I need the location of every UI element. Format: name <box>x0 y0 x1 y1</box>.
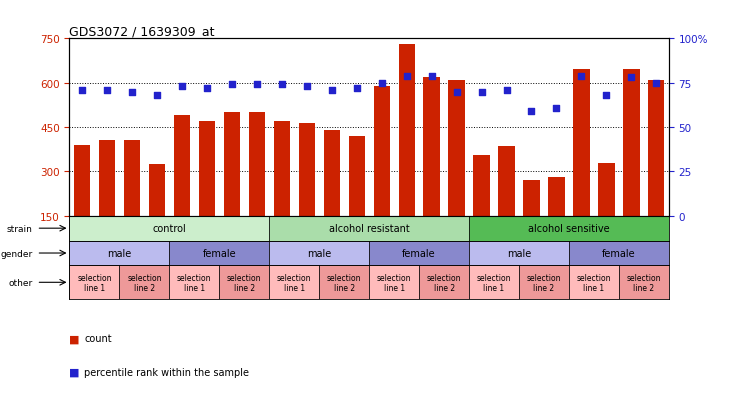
Point <box>376 80 387 87</box>
Point <box>76 87 88 94</box>
Text: female: female <box>402 248 436 259</box>
Point <box>626 75 637 81</box>
Bar <box>369 241 469 266</box>
Bar <box>319 266 369 299</box>
Point <box>651 80 662 87</box>
Text: percentile rank within the sample: percentile rank within the sample <box>84 367 249 377</box>
Bar <box>219 266 269 299</box>
Text: selection
line 2: selection line 2 <box>626 273 661 292</box>
Bar <box>598 163 615 261</box>
Text: gender: gender <box>0 249 32 258</box>
Point <box>501 87 512 94</box>
Bar <box>324 131 340 261</box>
Text: female: female <box>602 248 636 259</box>
Text: other: other <box>8 278 32 287</box>
Bar <box>374 86 390 261</box>
Point <box>601 93 613 99</box>
Bar <box>269 216 469 241</box>
Text: selection
line 2: selection line 2 <box>427 273 461 292</box>
Text: selection
line 2: selection line 2 <box>527 273 561 292</box>
Text: control: control <box>153 223 186 234</box>
Point <box>326 87 338 94</box>
Text: ■: ■ <box>69 334 80 344</box>
Bar <box>569 241 669 266</box>
Bar <box>448 81 465 261</box>
Point <box>251 82 262 88</box>
Point <box>276 82 287 88</box>
Bar <box>423 78 440 261</box>
Bar <box>573 70 590 261</box>
Bar <box>569 266 619 299</box>
Bar <box>249 113 265 261</box>
Bar <box>99 141 115 261</box>
Bar <box>619 266 669 299</box>
Text: selection
line 1: selection line 1 <box>277 273 311 292</box>
Bar <box>349 137 365 261</box>
Text: selection
line 1: selection line 1 <box>477 273 511 292</box>
Bar <box>148 165 165 261</box>
Point <box>151 93 163 99</box>
Point <box>550 105 562 112</box>
Bar <box>273 122 290 261</box>
Bar <box>69 266 119 299</box>
Point <box>451 89 463 96</box>
Text: male: male <box>507 248 531 259</box>
Bar <box>170 241 269 266</box>
Text: selection
line 1: selection line 1 <box>377 273 412 292</box>
Bar <box>499 147 515 261</box>
Text: male: male <box>307 248 331 259</box>
Bar <box>624 70 640 261</box>
Bar <box>269 266 319 299</box>
Bar <box>469 266 519 299</box>
Bar <box>398 45 414 261</box>
Point <box>476 89 488 96</box>
Text: ■: ■ <box>69 367 80 377</box>
Text: count: count <box>84 334 112 344</box>
Point <box>425 73 437 80</box>
Point <box>201 85 213 92</box>
Bar <box>269 241 369 266</box>
Point <box>575 73 587 80</box>
Point <box>351 85 363 92</box>
Bar <box>519 266 569 299</box>
Bar <box>224 113 240 261</box>
Text: GDS3072 / 1639309_at: GDS3072 / 1639309_at <box>69 25 215 38</box>
Point <box>101 87 113 94</box>
Point <box>526 109 537 115</box>
Bar <box>124 141 140 261</box>
Point <box>126 89 137 96</box>
Bar <box>419 266 469 299</box>
Text: selection
line 2: selection line 2 <box>127 273 162 292</box>
Bar <box>119 266 170 299</box>
Bar <box>523 181 539 261</box>
Text: selection
line 2: selection line 2 <box>227 273 262 292</box>
Text: alcohol resistant: alcohol resistant <box>329 223 409 234</box>
Bar <box>548 178 564 261</box>
Bar <box>469 216 669 241</box>
Bar <box>298 123 315 261</box>
Text: alcohol sensitive: alcohol sensitive <box>529 223 610 234</box>
Point <box>301 84 313 90</box>
Point <box>226 82 238 88</box>
Bar <box>170 266 219 299</box>
Text: selection
line 1: selection line 1 <box>177 273 211 292</box>
Text: female: female <box>202 248 236 259</box>
Bar <box>199 122 215 261</box>
Bar <box>174 116 190 261</box>
Bar <box>474 156 490 261</box>
Bar <box>369 266 419 299</box>
Bar <box>69 216 269 241</box>
Text: selection
line 2: selection line 2 <box>327 273 361 292</box>
Point <box>401 73 412 80</box>
Bar <box>69 241 170 266</box>
Text: male: male <box>107 248 132 259</box>
Text: selection
line 1: selection line 1 <box>77 273 112 292</box>
Text: selection
line 1: selection line 1 <box>577 273 611 292</box>
Bar <box>74 145 90 261</box>
Text: strain: strain <box>7 224 32 233</box>
Point <box>176 84 188 90</box>
Bar <box>648 81 664 261</box>
Bar <box>469 241 569 266</box>
